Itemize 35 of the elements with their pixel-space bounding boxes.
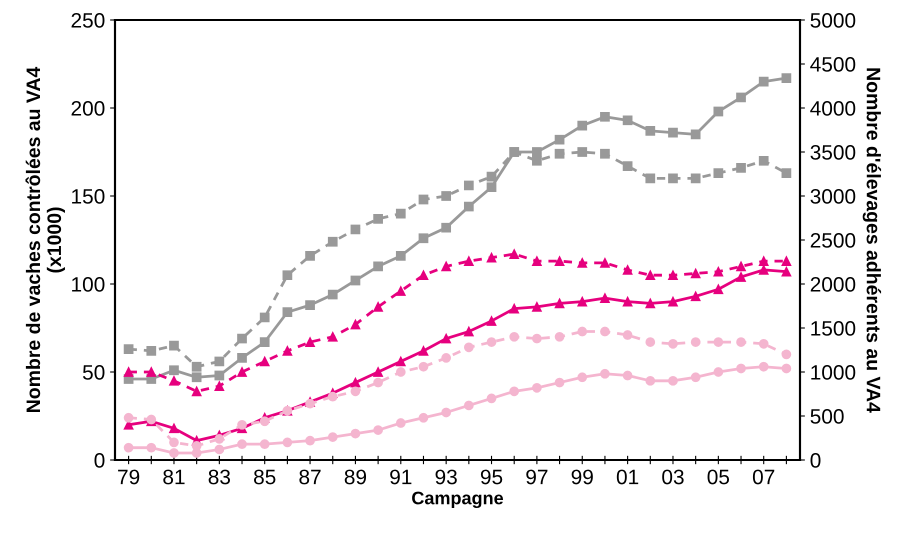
y2-tick-label: 0 xyxy=(810,453,820,468)
x-tick-label: 03 xyxy=(662,470,684,484)
y-tick-label: 50 xyxy=(82,365,104,380)
x-tick-label: 95 xyxy=(480,470,502,484)
x-tick-label: 81 xyxy=(163,470,185,484)
x-tick-label: 87 xyxy=(299,470,321,484)
x-tick-label: 91 xyxy=(390,470,412,484)
x-tick-label: 93 xyxy=(436,470,457,484)
y-tick-label: 0 xyxy=(94,453,104,468)
y2-tick-label: 1500 xyxy=(811,321,856,336)
x-tick-label: 79 xyxy=(118,470,140,484)
y-tick-label: 150 xyxy=(72,189,104,204)
y2-tick-label: 2000 xyxy=(810,277,856,292)
y-tick-label: 200 xyxy=(72,101,104,116)
y2-axis-title: Nombre d'élevages adhérents au VA4 xyxy=(862,68,882,413)
y2-tick-label: 2500 xyxy=(810,233,856,248)
y2-tick-label: 4000 xyxy=(810,101,856,116)
y-axis-title: Nombre de vaches contrôlées au VA4 (x1000) xyxy=(25,66,65,412)
y2-tick-label: 1000 xyxy=(811,365,856,380)
x-tick-label: 85 xyxy=(254,470,276,484)
y-tick-label: 250 xyxy=(72,13,104,28)
x-axis-title: Campagne xyxy=(412,492,504,508)
y2-tick-label: 4500 xyxy=(810,57,856,72)
x-tick-label: 01 xyxy=(616,470,638,484)
x-tick-label: 07 xyxy=(752,470,774,484)
x-tick-label: 89 xyxy=(344,470,366,484)
y2-tick-label: 500 xyxy=(810,409,844,424)
y2-tick-label: 3000 xyxy=(810,189,856,204)
x-tick-label: 97 xyxy=(526,470,548,484)
x-tick-label: 05 xyxy=(708,470,730,484)
x-tick-label: 83 xyxy=(208,470,230,484)
x-tick-label: 99 xyxy=(572,470,593,484)
y-tick-label: 100 xyxy=(72,277,104,292)
y2-tick-label: 3500 xyxy=(810,145,856,160)
y2-tick-label: 5000 xyxy=(810,13,856,28)
